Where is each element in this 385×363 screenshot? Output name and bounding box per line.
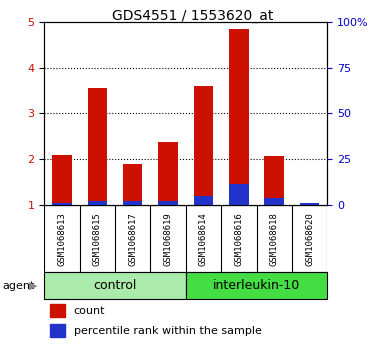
Bar bbox=[264, 156, 284, 205]
Bar bbox=[194, 196, 213, 205]
Bar bbox=[300, 203, 319, 205]
Bar bbox=[123, 164, 142, 205]
Text: count: count bbox=[74, 306, 105, 316]
Bar bbox=[52, 155, 72, 205]
Text: GSM1068618: GSM1068618 bbox=[270, 212, 279, 266]
Text: GDS4551 / 1553620_at: GDS4551 / 1553620_at bbox=[112, 9, 273, 23]
Text: GSM1068619: GSM1068619 bbox=[164, 212, 172, 266]
Bar bbox=[194, 86, 213, 205]
Text: GSM1068617: GSM1068617 bbox=[128, 212, 137, 266]
Bar bbox=[158, 142, 178, 205]
FancyBboxPatch shape bbox=[186, 272, 327, 299]
Text: GSM1068615: GSM1068615 bbox=[93, 212, 102, 266]
Bar bbox=[229, 184, 249, 205]
Bar bbox=[300, 203, 319, 205]
Bar bbox=[52, 203, 72, 205]
Text: GSM1068613: GSM1068613 bbox=[57, 212, 67, 266]
Bar bbox=[88, 200, 107, 205]
Bar bbox=[50, 305, 65, 317]
Text: GSM1068620: GSM1068620 bbox=[305, 212, 314, 266]
Bar bbox=[158, 200, 178, 205]
Text: control: control bbox=[93, 280, 137, 292]
Text: percentile rank within the sample: percentile rank within the sample bbox=[74, 326, 261, 336]
Text: ▶: ▶ bbox=[29, 281, 37, 291]
Bar bbox=[123, 200, 142, 205]
Bar bbox=[264, 198, 284, 205]
Text: agent: agent bbox=[2, 281, 34, 291]
Text: GSM1068614: GSM1068614 bbox=[199, 212, 208, 266]
Bar bbox=[229, 29, 249, 205]
Text: GSM1068616: GSM1068616 bbox=[234, 212, 243, 266]
Bar bbox=[88, 88, 107, 205]
FancyBboxPatch shape bbox=[44, 272, 186, 299]
Text: interleukin-10: interleukin-10 bbox=[213, 280, 300, 292]
Bar bbox=[50, 325, 65, 337]
